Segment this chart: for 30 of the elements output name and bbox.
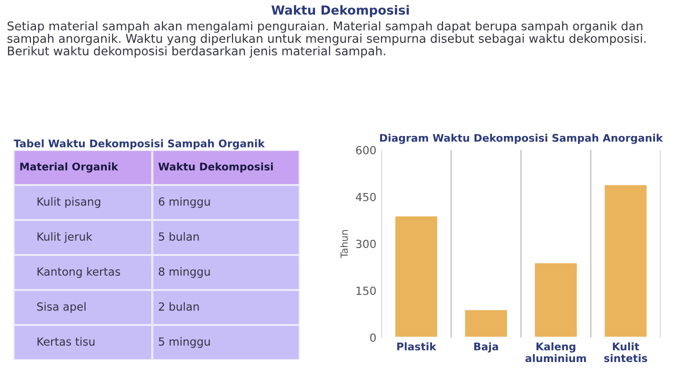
text: Kulit jeruk xyxy=(38,232,92,243)
text: Kantong kertas xyxy=(38,267,120,278)
bar xyxy=(394,214,439,338)
y-tick-label: 150 xyxy=(356,286,376,296)
bar xyxy=(603,184,648,338)
text: Material Organik xyxy=(20,162,118,173)
text: Kertas tisu xyxy=(38,337,94,346)
y-tick-label: 600 xyxy=(356,146,376,154)
y-tick-label: 450 xyxy=(356,192,376,202)
text: 8 minggu xyxy=(158,267,210,278)
text: Sisa apel xyxy=(37,302,86,313)
text: Waktu Dekomposisi xyxy=(158,162,273,173)
y-tick-label: 300 xyxy=(356,240,376,248)
x-tick-label: Kaleng aluminium xyxy=(525,342,586,362)
chart-title: Diagram Waktu Dekomposisi Sampah Anorganik xyxy=(380,134,664,144)
bar xyxy=(464,308,508,338)
x-tick-label: Plastik xyxy=(397,342,436,350)
text: Setiap material sampah akan mengalami penguraian. Material sampah dapat berupa sampah organik dan sampah anorganik. Waktu yang diperlukan untuk mengurai sempurna disebut sebagai waktu dekomposisi. Berikut waktu dekomposisi berdasarkan jenis material sampah. xyxy=(7,21,646,58)
x-tick-label: Baja xyxy=(474,342,498,353)
y-tick-label: 0 xyxy=(370,333,376,342)
text: Waktu Dekomposisi xyxy=(272,5,409,18)
x-tick-label: Kulit sintetis xyxy=(604,342,648,362)
text: 5 minggu xyxy=(158,337,210,348)
text: 2 bulan xyxy=(158,302,199,311)
y-axis-title: Tahun xyxy=(340,230,348,258)
bar xyxy=(534,262,578,338)
text: Kulit pisang xyxy=(38,197,100,208)
text: 5 bulan xyxy=(158,232,199,241)
text: Tabel Waktu Dekomposisi Sampah Organik xyxy=(14,139,265,150)
text: 6 minggu xyxy=(158,197,210,208)
